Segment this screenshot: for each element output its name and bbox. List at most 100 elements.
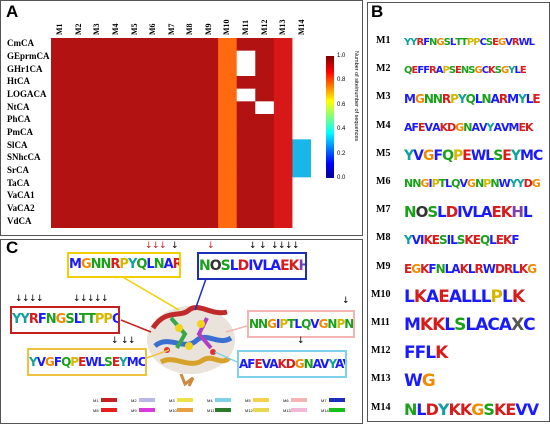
heatmap-cell (143, 215, 163, 228)
legend-label: M3 (169, 397, 175, 403)
heatmap-cell (199, 152, 219, 166)
heatmap-cell (273, 139, 293, 153)
row-label: GEprmCA (7, 51, 50, 61)
colorbar-title: Number of site/number of sequences (353, 51, 359, 142)
motif-box-m3: MGNNRPYQLNARMYLE (67, 252, 181, 278)
protein-structure-image (147, 305, 235, 387)
legend-label: M10 (169, 407, 177, 413)
connector-lines (120, 275, 248, 363)
heatmap-cell (292, 114, 311, 128)
legend-swatch (215, 398, 231, 402)
heatmap-cell (181, 76, 201, 90)
heatmap-cell (69, 126, 89, 140)
heatmap-cell (236, 177, 256, 191)
motif-logo: YYRFNGSLTTPPCSEGVRWL (404, 37, 535, 48)
arrow-icon: ↓ (128, 336, 136, 346)
legend-swatch (177, 408, 193, 412)
motif-logo: YVIKESILSKEQLEKF (404, 233, 520, 248)
heatmap-cell (181, 139, 201, 153)
panel-a: A M1 M2 M3 M4 M5 M6 M7 M8 M9 M10 M11 M12 M13 M14 CmCA… (0, 0, 363, 236)
heatmap-cell (69, 202, 89, 216)
heatmap-cell (236, 88, 256, 102)
heatmap-cell (69, 101, 89, 115)
motif-label: M11 (371, 317, 390, 328)
heatmap-cell (106, 63, 126, 77)
arrow-icon: ↓ (249, 241, 257, 251)
heatmap-cell (218, 215, 238, 228)
legend-label: M1 (93, 397, 99, 403)
heatmap-cell (273, 190, 293, 204)
heatmap-cell (88, 152, 108, 166)
heatmap-cell (88, 101, 108, 115)
motif-logo: LKAEALLLPLK (404, 286, 525, 307)
heatmap-cell (88, 215, 108, 228)
heatmap-cell (143, 88, 163, 102)
heatmap-cell (162, 139, 182, 153)
legend-swatch (291, 398, 307, 402)
heatmap-cell (199, 139, 219, 153)
motif-logo: MGNNRPYQLNARMYLE (404, 92, 541, 107)
heatmap-cell (236, 139, 256, 153)
heatmap-cell (106, 38, 126, 52)
heatmap-cell (236, 76, 256, 90)
motif-logo: NOSLDIVLAEKHL (404, 203, 532, 222)
heatmap-cell (255, 126, 275, 140)
legend-swatch (253, 398, 269, 402)
heatmap-cell (143, 202, 163, 216)
row-label: SNhcCA (7, 152, 41, 163)
arrow-icon: ↓ (152, 241, 160, 251)
arrow-icon: ↓ (73, 294, 81, 304)
heatmap-cell (106, 190, 126, 204)
heatmap-cell (255, 38, 275, 52)
heatmap-cell (69, 88, 89, 102)
heatmap-cell (292, 101, 311, 115)
arrow-icon: ↓ (111, 336, 119, 346)
legend-swatch (291, 408, 307, 412)
heatmap-cell (273, 38, 293, 52)
heatmap-cell (273, 114, 293, 128)
legend-label: M6 (283, 397, 289, 403)
motif-label: M9 (376, 260, 391, 272)
arrow-icon: ↓ (271, 241, 279, 251)
heatmap-cell (143, 38, 163, 52)
heatmap-cell (273, 50, 293, 64)
heatmap-cell (236, 126, 256, 140)
heatmap-cell (162, 164, 182, 178)
heatmap-cell (236, 101, 256, 115)
motif-box-m4: AFEVAKDGNAVYAVMEK (237, 350, 347, 378)
motif-label: M7 (376, 204, 391, 216)
column-label: M6 (148, 23, 158, 35)
heatmap-cell (218, 139, 238, 153)
heatmap-cell (236, 202, 256, 216)
heatmap-cell (162, 177, 182, 191)
arrow-icon: ↓ (94, 294, 102, 304)
heatmap-cell (236, 50, 256, 64)
arrow-icon: ↓ (159, 241, 167, 251)
heatmap-cell (88, 114, 108, 128)
column-label: M4 (111, 23, 120, 35)
arrow-icon: ↓ (87, 294, 95, 304)
heatmap-cell (162, 63, 182, 77)
heatmap-cell (292, 38, 311, 52)
heatmap-cell (88, 50, 108, 64)
heatmap-cell (199, 101, 219, 115)
heatmap-cell (51, 202, 71, 216)
heatmap-cell (88, 190, 108, 204)
heatmap-cell (255, 190, 275, 204)
heatmap-cell (292, 126, 311, 140)
heatmap-cell (255, 152, 275, 166)
heatmap-cell (51, 38, 71, 52)
heatmap-cell (125, 202, 145, 216)
heatmap-cell (199, 190, 219, 204)
heatmap-cell (273, 202, 293, 216)
heatmap-cell (69, 164, 89, 178)
motif-box-m1: YYRFNGSLTTPPCSEGVRWL (10, 306, 120, 334)
arrow-icon: ↓ (207, 241, 215, 251)
heatmap-cell (236, 164, 256, 178)
heatmap-cell (218, 202, 238, 216)
heatmap-cell (255, 177, 275, 191)
heatmap-cell (218, 114, 238, 128)
panel-a-letter: A (6, 2, 19, 21)
heatmap-cell (181, 177, 201, 191)
legend-swatch (253, 408, 269, 412)
